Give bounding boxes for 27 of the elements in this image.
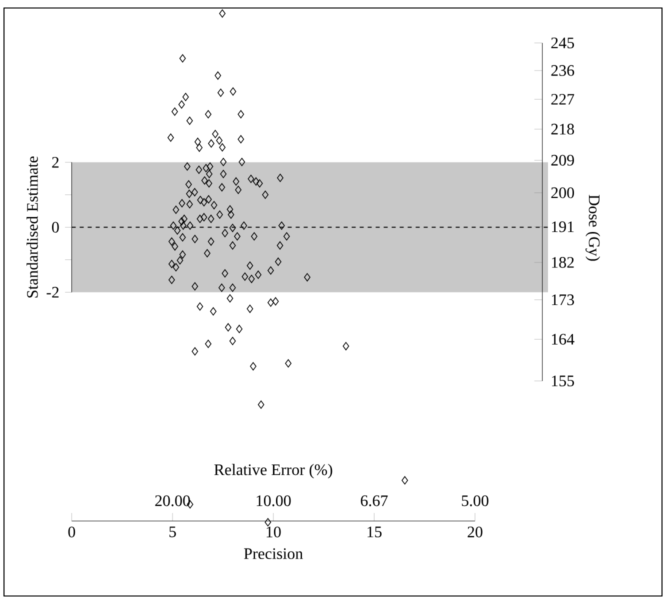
x-tick-label: 0 (68, 526, 76, 538)
y-tick-label: -2 (46, 286, 59, 298)
y2-tick-label: 155 (552, 376, 574, 386)
y2-tick-label: 218 (551, 124, 574, 135)
x-tick-label: 10 (266, 526, 281, 538)
y2-tick-label: 173 (552, 294, 574, 306)
y2-tick-label: 200 (551, 187, 574, 198)
annotation: 6.67 (360, 495, 388, 506)
y2-tick-label: 182 (552, 257, 574, 268)
x-tick-label: 15 (368, 526, 382, 538)
annotation: Relative Error (%) (214, 464, 332, 478)
y2-tick-label: 164 (552, 334, 574, 345)
annotation: 20.00 (155, 495, 190, 506)
y-tick-label: 2 (52, 156, 59, 168)
annotation: 5.00 (462, 495, 488, 506)
annotation: 10.00 (256, 495, 291, 506)
y-tick-label: 0 (52, 222, 59, 233)
x-axis-title: Precision (244, 548, 303, 560)
y2-axis-title: Dose (Gy) (586, 194, 600, 261)
y2-tick-label: 191 (552, 221, 574, 232)
y-axis-title: Standardised Estimate (26, 156, 38, 298)
x-tick-label: 5 (169, 526, 176, 538)
y2-tick-label: 227 (551, 94, 574, 105)
x-tick-label: 20 (468, 526, 482, 538)
y2-tick-label: 209 (551, 154, 574, 166)
y2-tick-label: 245 (551, 38, 574, 48)
y2-tick-label: 236 (551, 65, 574, 76)
